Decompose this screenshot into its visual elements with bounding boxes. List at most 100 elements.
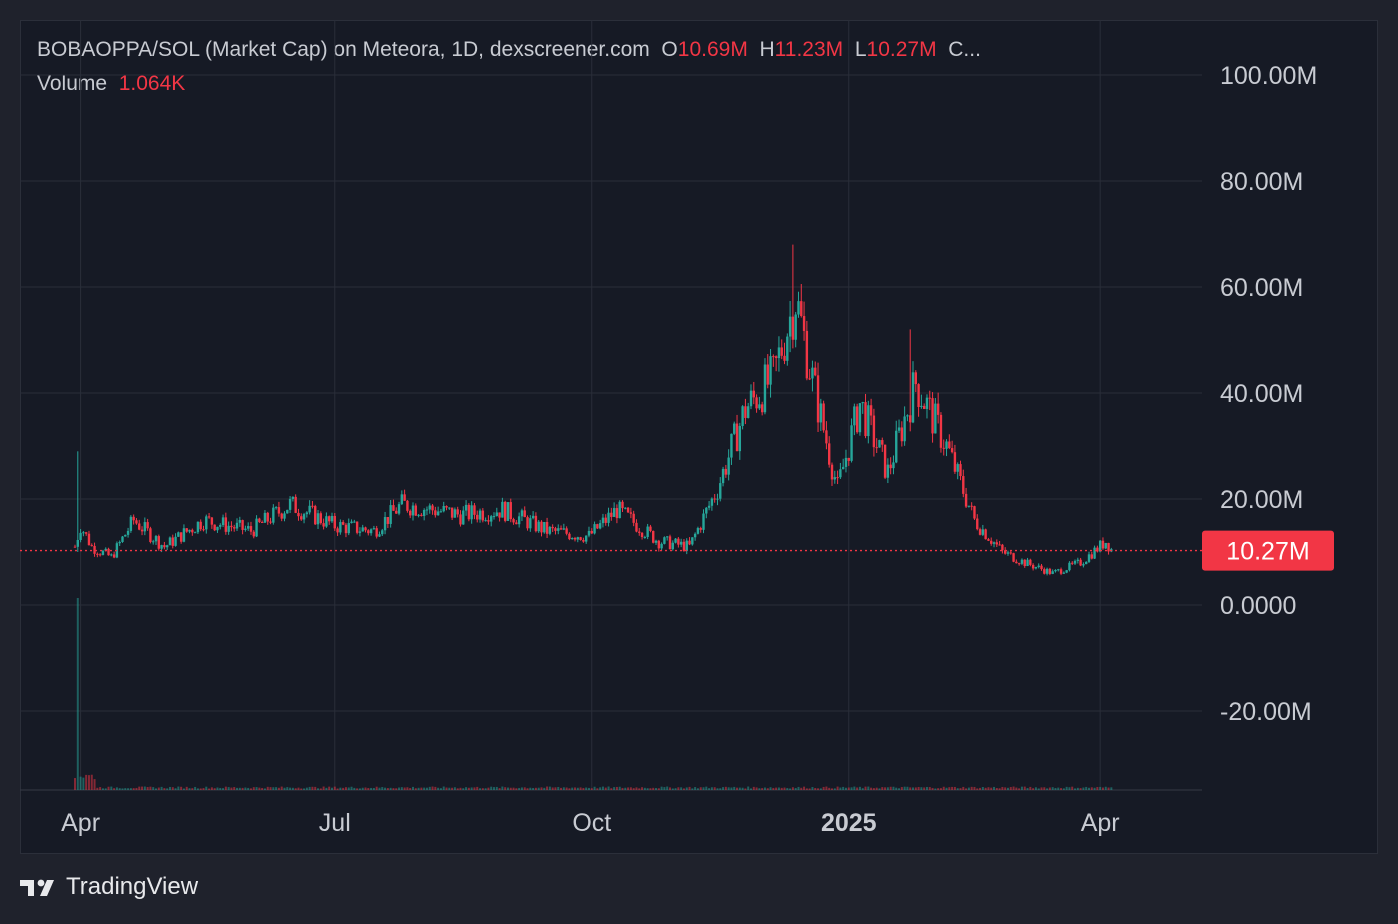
volume-bar [90,774,93,790]
candle-body [76,539,79,547]
volume-bar [920,787,923,790]
volume-bar [529,787,532,790]
volume-bar [652,787,655,790]
candle-body [828,443,831,465]
volume-bar [914,787,917,790]
volume-bar [724,786,727,790]
candle-body [607,512,610,523]
volume-bar [1060,788,1063,790]
volume-bar [1032,788,1035,790]
candle-body [467,504,471,520]
candle-body [786,336,789,361]
candle-body [881,440,884,445]
volume-bar [146,787,149,790]
candle-body [814,367,817,376]
candle-body [774,356,778,359]
volume-bar [336,788,339,790]
volume-bar [682,788,685,790]
candle-body [657,540,661,549]
candle-body [587,530,591,536]
candle-body [677,538,680,545]
candle-body [869,405,873,416]
candle-body [506,502,510,521]
candle-body [476,514,479,520]
candle-body [327,516,331,522]
volume-bar [967,787,970,790]
volume-bar [970,786,973,790]
volume-bar [803,786,806,790]
volume-bar [668,787,671,790]
tradingview-logo[interactable]: TradingView [20,873,198,901]
candle-body [970,505,973,507]
candle-body [934,403,937,434]
volume-bar [129,788,132,790]
candle-body [615,508,619,519]
volume-bar [627,787,630,790]
volume-bar [741,787,744,790]
candle-body [403,494,406,501]
volume-bar [1015,787,1018,790]
candle-body [635,522,638,532]
volume-bar [680,787,683,790]
candle-body [1054,569,1057,572]
candle-body [255,518,258,537]
candle-body [702,513,705,530]
candlestick-chart[interactable]: 100.00M 80.00M 60.00M 40.00M 20.00M 0.0000 -20… [20,20,1378,854]
candle-body [1009,552,1012,554]
candle-body [336,528,339,533]
volume-bar [82,777,85,790]
candle-body [883,444,887,478]
volume-bar [375,786,378,790]
candle-body [531,515,535,519]
volume-bar [928,787,931,790]
volume-bar [398,787,401,790]
candle-body [654,540,658,543]
candle-body [249,526,253,532]
volume-bar [325,787,328,790]
volume-bar [702,787,705,790]
volume-bar [998,788,1001,790]
volume-label: Volume [37,72,108,95]
candle-body [590,530,593,534]
volume-bar [76,598,79,790]
candle-body [1057,569,1060,571]
volume-bar [789,788,792,790]
candle-body [478,510,482,520]
volume-bar [755,787,758,790]
candle-body [1026,559,1029,567]
volume-bar [601,786,604,790]
candle-body [171,537,174,546]
volume-bar [1046,788,1049,790]
y-tick-label: -20.00M [1220,698,1312,726]
volume-bar [1096,786,1099,790]
volume-bar [93,779,96,790]
candle-body [855,406,859,433]
candle-body [434,510,437,516]
volume-bar [347,787,350,790]
candle-body [339,522,342,533]
volume-bar [479,788,482,790]
volume-bar [512,787,515,790]
candle-body [976,518,979,530]
candle-body [140,529,144,532]
volume-bar [339,787,342,790]
volume-bar [208,788,211,790]
volume-bar [263,788,266,790]
volume-bar [358,788,361,790]
candle-body [417,514,420,516]
volume-bar [127,788,130,790]
candle-body [210,517,214,525]
volume-bar [805,788,808,790]
candle-body [322,523,325,527]
candle-body [517,516,521,525]
volume-bar [275,787,278,790]
candle-body [1101,540,1105,549]
volume-bar [797,786,800,790]
volume-bar [99,787,102,790]
volume-bar [370,787,373,790]
volume-bar [629,787,632,790]
candle-body [470,505,473,520]
candle-body [428,505,431,510]
candle-body [375,528,378,537]
volume-bar [280,786,283,790]
